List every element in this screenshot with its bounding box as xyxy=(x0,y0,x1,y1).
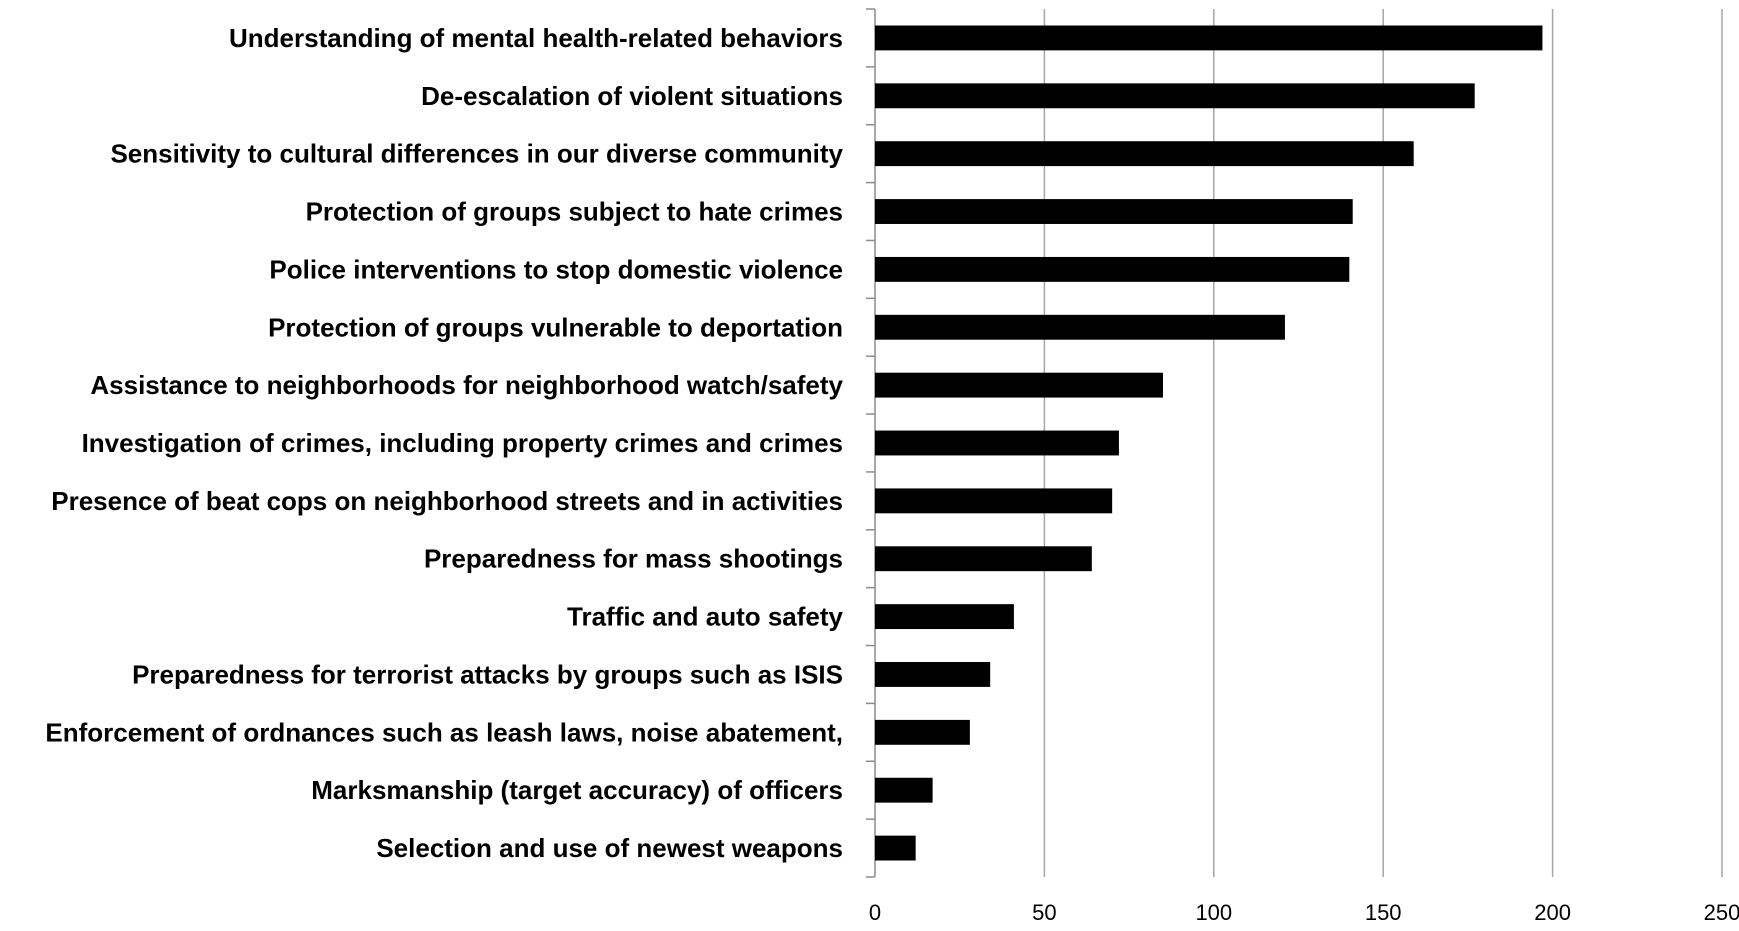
x-tick-label-250: 250 xyxy=(1704,900,1739,925)
category-label: Presence of beat cops on neighborhood st… xyxy=(51,486,843,516)
bar-10 xyxy=(875,546,1092,572)
category-labels: Understanding of mental health-related b… xyxy=(45,23,843,863)
x-tick-label-150: 150 xyxy=(1365,900,1402,925)
bar-13 xyxy=(875,719,970,745)
x-tick-label-100: 100 xyxy=(1195,900,1232,925)
bar-6 xyxy=(875,314,1285,340)
category-label: De-escalation of violent situations xyxy=(421,81,843,111)
x-tick-label-50: 50 xyxy=(1032,900,1056,925)
bar-3 xyxy=(875,141,1414,167)
axes xyxy=(866,8,876,878)
category-label: Investigation of crimes, including prope… xyxy=(82,428,843,458)
category-label: Protection of groups subject to hate cri… xyxy=(306,197,843,227)
bar-9 xyxy=(875,488,1113,514)
category-label: Protection of groups vulnerable to depor… xyxy=(268,312,843,342)
category-label: Preparedness for terrorist attacks by gr… xyxy=(132,659,843,689)
category-label: Selection and use of newest weapons xyxy=(376,833,843,863)
category-label: Police interventions to stop domestic vi… xyxy=(269,254,843,284)
bar-5 xyxy=(875,256,1350,282)
category-label: Sensitivity to cultural differences in o… xyxy=(110,139,843,169)
bars xyxy=(875,25,1543,861)
category-label: Assistance to neighborhoods for neighbor… xyxy=(90,370,843,400)
bar-12 xyxy=(875,662,991,687)
bar-15 xyxy=(875,835,916,861)
bar-14 xyxy=(875,777,933,803)
x-tick-label-0: 0 xyxy=(869,900,881,925)
bar-4 xyxy=(875,199,1353,224)
bar-1 xyxy=(875,25,1543,51)
gridlines xyxy=(1043,9,1723,877)
bar-7 xyxy=(875,372,1163,398)
category-label: Marksmanship (target accuracy) of office… xyxy=(311,775,843,805)
bar-11 xyxy=(875,604,1014,630)
x-tick-labels: 0 50 100 150 200 250 xyxy=(869,900,1739,925)
category-label: Understanding of mental health-related b… xyxy=(229,23,843,53)
category-label: Traffic and auto safety xyxy=(567,602,843,632)
x-tick-label-200: 200 xyxy=(1534,900,1571,925)
category-label: Enforcement of ordnances such as leash l… xyxy=(45,717,843,747)
bar-8 xyxy=(875,430,1119,456)
bar-2 xyxy=(875,83,1475,109)
category-label: Preparedness for mass shootings xyxy=(424,544,843,574)
